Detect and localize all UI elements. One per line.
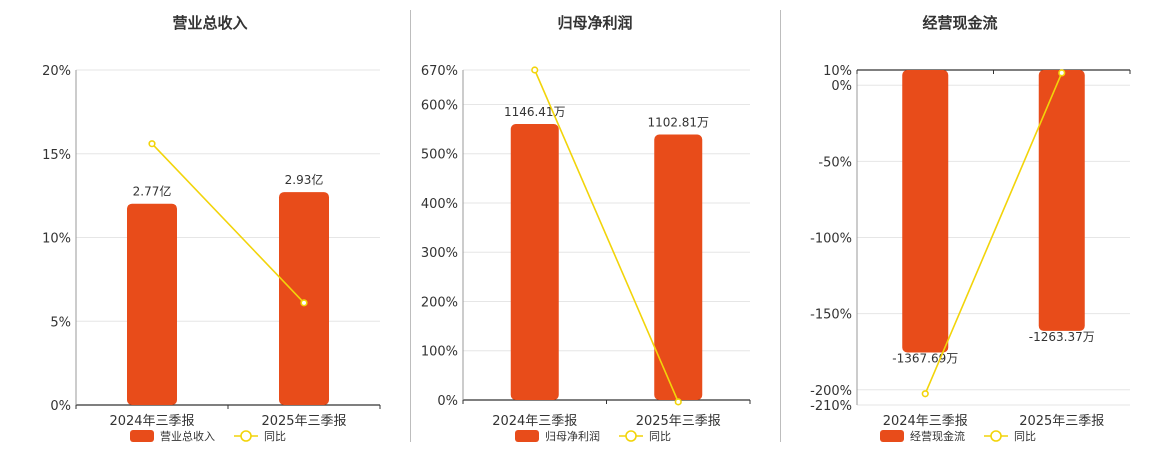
y-tick-label: 600% xyxy=(421,98,458,113)
panel-divider xyxy=(410,10,411,442)
chart-title: 归母净利润 xyxy=(557,14,632,32)
y-tick-label: -200% xyxy=(810,384,852,399)
y-tick-label: 15% xyxy=(42,148,71,163)
x-tick-label: 2024年三季报 xyxy=(883,414,968,429)
y-tick-label: 0% xyxy=(831,79,852,94)
yoy-line xyxy=(151,143,305,304)
legend-line-label: 同比 xyxy=(649,430,671,443)
bar-data-label: -1263.37万 xyxy=(1029,330,1095,344)
legend-bar-label: 经营现金流 xyxy=(910,429,965,443)
panel-divider xyxy=(780,10,781,442)
legend-line-label: 同比 xyxy=(1014,430,1036,443)
yoy-point xyxy=(300,299,308,307)
x-tick-label: 2024年三季报 xyxy=(492,414,577,429)
bar xyxy=(127,203,177,405)
y-tick-label: -210% xyxy=(810,399,852,414)
legend-line-marker xyxy=(990,430,1002,442)
chart-panel: 归母净利润 0% 100% 200% 300% 400% 500% 600% 670% 1146.… xyxy=(421,14,751,443)
bar-data-label: 2.77亿 xyxy=(133,184,172,199)
yoy-point xyxy=(1058,69,1066,77)
bar xyxy=(1038,70,1085,331)
x-tick-label: 2025年三季报 xyxy=(261,414,346,429)
x-tick-label: 2024年三季报 xyxy=(109,414,194,429)
y-tick-label: 670% xyxy=(421,64,458,79)
yoy-line xyxy=(534,69,679,403)
legend-bar-label: 营业总收入 xyxy=(160,429,215,443)
chart-title: 营业总收入 xyxy=(172,14,247,32)
y-tick-label: 10% xyxy=(823,64,852,79)
y-tick-label: 500% xyxy=(421,148,458,163)
yoy-line xyxy=(924,72,1063,395)
bar xyxy=(279,192,329,405)
chart-title: 经营现金流 xyxy=(922,14,997,32)
y-tick-label: 200% xyxy=(421,295,458,310)
legend-bar-label: 归母净利润 xyxy=(545,429,600,443)
x-tick-label: 2025年三季报 xyxy=(636,414,721,429)
x-tick-label: 2025年三季报 xyxy=(1019,414,1104,429)
bar-data-label: -1367.69万 xyxy=(892,351,958,365)
legend-line-marker xyxy=(240,430,252,442)
y-tick-label: 10% xyxy=(42,232,71,247)
yoy-point xyxy=(674,398,682,406)
y-tick-label: -50% xyxy=(818,155,852,170)
bar xyxy=(510,124,559,400)
bar-data-label: 2.93亿 xyxy=(285,172,324,187)
legend-line-marker xyxy=(625,430,637,442)
yoy-point xyxy=(921,390,929,398)
yoy-point xyxy=(148,140,156,148)
y-tick-label: -100% xyxy=(810,232,852,247)
legend-line-label: 同比 xyxy=(264,430,286,443)
y-tick-label: 0% xyxy=(437,394,458,409)
chart-panel: 营业总收入 0% 5% 10% 15% 20% 2.77亿 2.93亿 2024年三季报 2025… xyxy=(42,14,381,443)
y-tick-label: 5% xyxy=(50,315,71,330)
bar-data-label: 1102.81万 xyxy=(647,116,709,130)
legend-bar-swatch xyxy=(515,430,539,442)
chart-panel: 经营现金流 -210%-200% -150% -100% -50% 0%10% -1367.… xyxy=(810,14,1131,443)
bar-data-label: 1146.41万 xyxy=(504,105,566,119)
y-tick-label: 300% xyxy=(421,246,458,261)
bar xyxy=(902,70,949,353)
y-tick-label: -150% xyxy=(810,308,852,323)
bar xyxy=(654,134,703,400)
y-tick-label: 20% xyxy=(42,64,71,79)
y-tick-label: 100% xyxy=(421,345,458,360)
legend-bar-swatch xyxy=(130,430,154,442)
yoy-point xyxy=(531,66,539,74)
legend-bar-swatch xyxy=(880,430,904,442)
y-tick-label: 400% xyxy=(421,197,458,212)
y-tick-label: 0% xyxy=(50,399,71,414)
